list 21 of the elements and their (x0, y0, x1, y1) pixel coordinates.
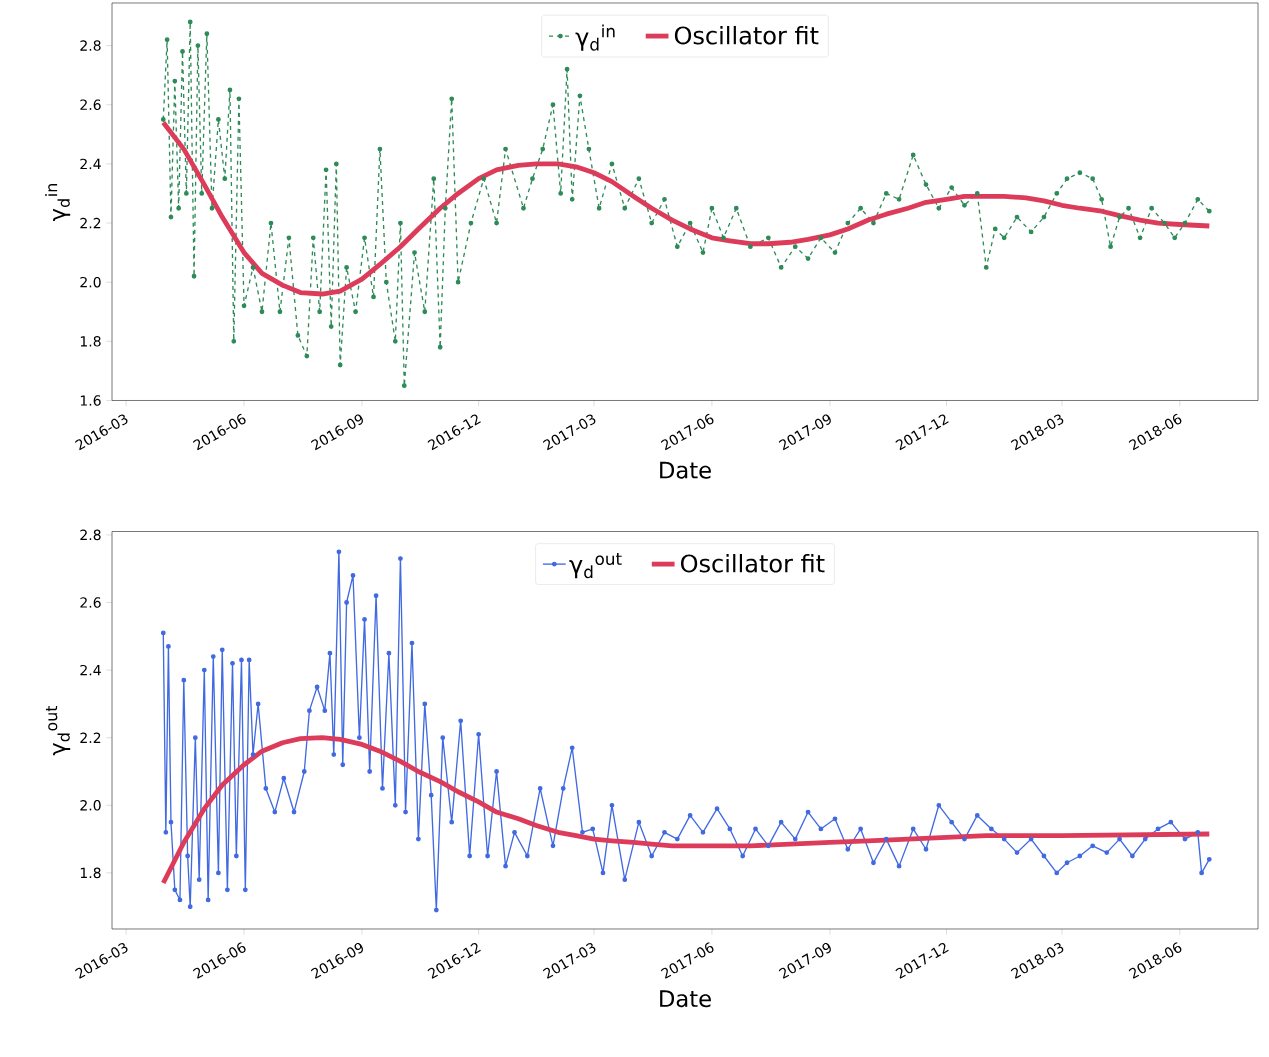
y-tick-label: 2.4 (80, 664, 101, 676)
y-tick-label: 2.0 (80, 276, 101, 288)
y-axis-title: γ$_{d}$in (45, 184, 71, 222)
y-tick-label: 1.8 (80, 336, 101, 347)
y-tick-label: 2.8 (80, 529, 101, 541)
y-tick-label: 2.8 (80, 40, 101, 51)
x-axis-title: Date (660, 990, 711, 1008)
y-tick-label: 2.0 (80, 799, 101, 811)
y-tick-label: 2.2 (80, 732, 101, 743)
legend-label: γ$_{d}$out (569, 553, 622, 579)
y-tick-label: 2.2 (80, 217, 101, 229)
y-tick-label: 2.6 (80, 597, 101, 608)
y-tick-label: 2.4 (80, 158, 101, 170)
y-tick-label: 2.6 (80, 99, 101, 111)
legend-label: γ$_{d}$in (575, 24, 615, 51)
y-tick-label: 1.8 (80, 867, 101, 879)
y-tick-label: 1.6 (80, 395, 101, 406)
y-axis-title: γ$_{d}$out (45, 705, 71, 756)
legend-label: Oscillator fit (674, 25, 819, 45)
x-axis-title: Date (660, 461, 711, 479)
legend-label: Oscillator fit (680, 553, 825, 573)
